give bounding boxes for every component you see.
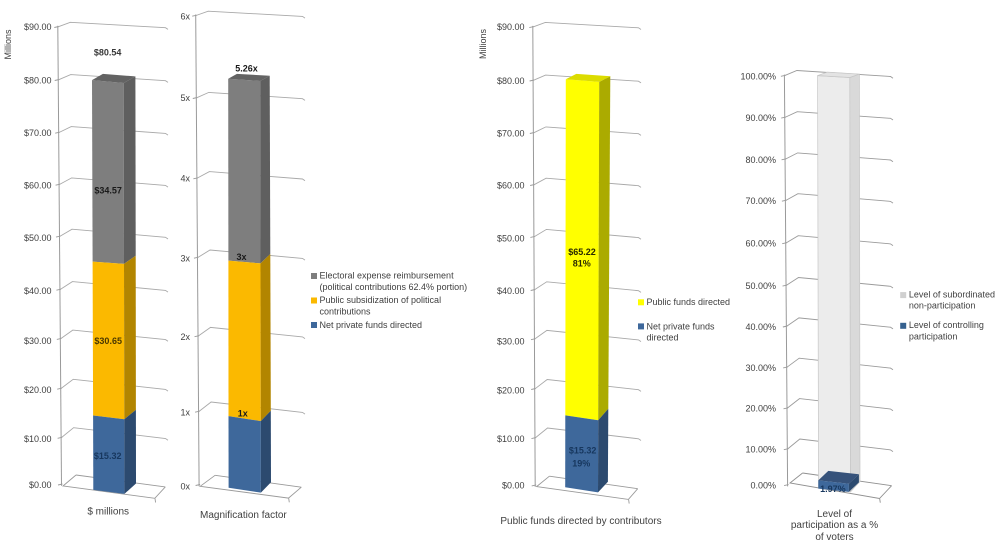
svg-text:2x: 2x: [180, 332, 190, 342]
svg-text:81%: 81%: [573, 258, 591, 268]
svg-text:3x: 3x: [236, 252, 246, 262]
svg-text:6x: 6x: [180, 11, 190, 21]
svg-text:1x: 1x: [238, 408, 248, 418]
svg-text:Level of subordinated: Level of subordinated: [909, 289, 995, 299]
svg-text:non-participation: non-participation: [909, 301, 976, 311]
svg-text:$50.00: $50.00: [497, 233, 525, 243]
svg-text:30.00%: 30.00%: [745, 363, 776, 373]
svg-text:$34.57: $34.57: [94, 186, 122, 196]
svg-text:$30.00: $30.00: [24, 336, 52, 346]
svg-text:50.00%: 50.00%: [745, 281, 776, 291]
svg-text:1.97%: 1.97%: [820, 484, 846, 494]
svg-text:$80.00: $80.00: [24, 76, 52, 86]
svg-text:(political contributions 62.4%: (political contributions 62.4% portion): [320, 282, 468, 292]
svg-text:$20.00: $20.00: [24, 385, 52, 395]
svg-text:participation as a %: participation as a %: [791, 520, 878, 531]
svg-text:$80.00: $80.00: [497, 76, 525, 86]
svg-text:Level of controlling: Level of controlling: [909, 320, 984, 330]
svg-text:Millions: Millions: [478, 29, 488, 60]
svg-text:3x: 3x: [180, 254, 190, 264]
svg-text:4x: 4x: [180, 173, 190, 183]
svg-text:$70.00: $70.00: [497, 128, 525, 138]
svg-text:$15.32: $15.32: [569, 445, 597, 455]
svg-text:$30.00: $30.00: [497, 336, 525, 346]
svg-text:contributions: contributions: [320, 306, 372, 316]
svg-text:$ millions: $ millions: [87, 507, 129, 518]
svg-text:$40.00: $40.00: [24, 286, 52, 296]
svg-text:$0.00: $0.00: [502, 481, 525, 491]
svg-text:$50.00: $50.00: [24, 233, 52, 243]
svg-text:0.00%: 0.00%: [750, 481, 776, 491]
svg-text:$20.00: $20.00: [497, 385, 525, 395]
svg-text:Level of: Level of: [817, 509, 852, 520]
svg-text:$10.00: $10.00: [497, 434, 525, 444]
svg-text:$30.65: $30.65: [94, 336, 122, 346]
svg-text:Net private funds directed: Net private funds directed: [320, 320, 423, 330]
svg-text:Public funds directed: Public funds directed: [647, 297, 731, 307]
svg-text:$80.54: $80.54: [94, 47, 122, 57]
svg-text:Net private funds: Net private funds: [647, 321, 716, 331]
svg-text:0x: 0x: [180, 481, 190, 491]
svg-text:100.00%: 100.00%: [740, 71, 776, 81]
svg-text:$60.00: $60.00: [24, 180, 52, 190]
svg-text:Public subsidization of politi: Public subsidization of political: [320, 295, 442, 305]
svg-text:Public funds directed by contr: Public funds directed by contributors: [500, 516, 661, 527]
svg-text:$15.32: $15.32: [94, 451, 122, 461]
svg-text:20.00%: 20.00%: [745, 404, 776, 414]
svg-text:directed: directed: [647, 333, 679, 343]
svg-text:$90.00: $90.00: [24, 22, 52, 32]
svg-text:of voters: of voters: [815, 532, 853, 543]
svg-text:10.00%: 10.00%: [745, 445, 776, 455]
svg-text:Electoral expense reimbursemen: Electoral expense reimbursement: [320, 271, 455, 281]
svg-text:participation: participation: [909, 331, 958, 341]
svg-text:80.00%: 80.00%: [745, 155, 776, 165]
svg-text:$90.00: $90.00: [497, 22, 525, 32]
svg-text:$10.00: $10.00: [24, 434, 52, 444]
svg-text:5x: 5x: [180, 93, 190, 103]
svg-text:19%: 19%: [572, 458, 590, 468]
svg-text:5.26x: 5.26x: [235, 64, 258, 74]
svg-text:40.00%: 40.00%: [745, 322, 776, 332]
svg-text:Millions: Millions: [3, 29, 13, 60]
svg-text:Magnification factor: Magnification factor: [200, 510, 287, 521]
svg-text:$0.00: $0.00: [29, 480, 52, 490]
svg-text:60.00%: 60.00%: [745, 239, 776, 249]
svg-text:$40.00: $40.00: [497, 286, 525, 296]
svg-text:90.00%: 90.00%: [745, 113, 776, 123]
svg-text:$60.00: $60.00: [497, 181, 525, 191]
svg-text:1x: 1x: [180, 407, 190, 417]
svg-text:$65.22: $65.22: [568, 247, 596, 257]
svg-text:70.00%: 70.00%: [745, 196, 776, 206]
svg-text:$70.00: $70.00: [24, 128, 52, 138]
